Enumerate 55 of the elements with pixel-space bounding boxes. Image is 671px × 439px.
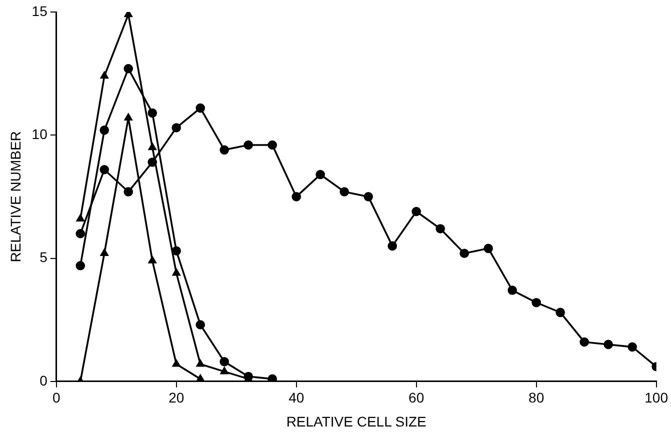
point xyxy=(196,320,206,330)
point xyxy=(412,206,421,216)
point xyxy=(196,374,204,382)
point xyxy=(172,268,180,276)
x-tick-label: 100 xyxy=(644,390,668,406)
point xyxy=(604,340,613,350)
point xyxy=(220,357,230,366)
y-tick-label: 15 xyxy=(32,2,48,19)
point xyxy=(148,158,158,167)
point xyxy=(556,308,565,318)
x-tick-label: 0 xyxy=(52,390,60,406)
point xyxy=(148,256,156,264)
point xyxy=(532,298,541,308)
point xyxy=(148,142,156,150)
point xyxy=(436,224,445,234)
point xyxy=(148,108,158,118)
point xyxy=(388,241,397,251)
point xyxy=(76,261,86,270)
point xyxy=(76,214,84,222)
x-tick-label: 40 xyxy=(288,390,304,406)
point xyxy=(124,187,134,196)
x-axis-title: RELATIVE CELL SIZE xyxy=(286,413,426,430)
y-tick-label: 0 xyxy=(40,372,48,388)
point xyxy=(76,228,86,238)
point xyxy=(100,164,110,174)
x-tick-label: 80 xyxy=(528,390,544,406)
point xyxy=(580,337,589,347)
point xyxy=(292,192,301,202)
point xyxy=(172,360,180,367)
point xyxy=(220,145,230,155)
point xyxy=(484,244,493,254)
point xyxy=(316,170,325,180)
point xyxy=(268,374,278,382)
point xyxy=(364,192,373,202)
point xyxy=(100,126,110,135)
point xyxy=(508,286,517,295)
point xyxy=(244,140,254,150)
point xyxy=(100,248,108,256)
point xyxy=(268,140,278,150)
point xyxy=(100,71,108,79)
y-tick-label: 5 xyxy=(40,249,48,266)
point xyxy=(460,248,469,258)
point xyxy=(196,360,204,367)
point xyxy=(628,342,637,352)
point xyxy=(124,113,132,121)
point xyxy=(172,123,182,132)
x-tick-label: 60 xyxy=(408,390,424,406)
y-axis-title: RELATIVE NUMBER xyxy=(7,131,24,262)
point xyxy=(340,187,349,196)
point xyxy=(172,246,182,256)
x-tick-label: 20 xyxy=(168,390,184,406)
point xyxy=(124,64,134,74)
point xyxy=(196,103,206,113)
point xyxy=(220,366,228,374)
y-tick-label: 10 xyxy=(32,126,48,142)
